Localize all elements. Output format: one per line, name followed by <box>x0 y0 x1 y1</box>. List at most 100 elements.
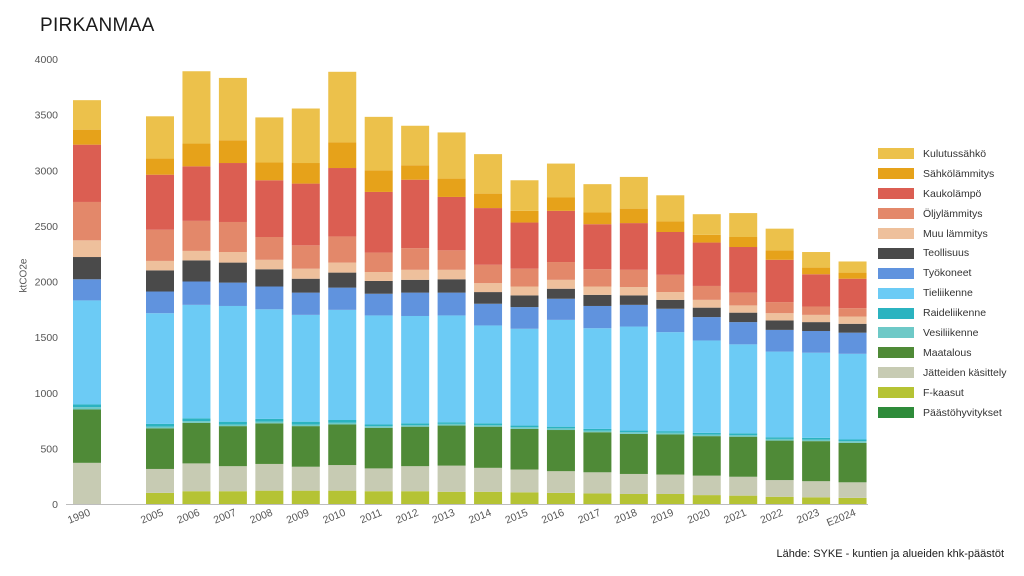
bar-segment <box>474 423 503 426</box>
y-axis: 0 500 1000 1500 2000 2500 3000 3500 4000 <box>35 54 59 511</box>
bar-segment <box>510 425 539 428</box>
bar-segment <box>692 242 721 286</box>
bar-segment <box>583 472 612 494</box>
bar-segment <box>401 466 430 492</box>
bar-segment <box>328 142 357 169</box>
bar-segment <box>510 307 539 329</box>
bar-segment <box>146 174 174 230</box>
bar-segment <box>291 108 320 164</box>
bar-segment <box>656 274 685 293</box>
bar-segment <box>401 248 430 270</box>
legend-item: Päästöhyvitykset <box>878 403 1018 423</box>
bar-stack <box>474 154 503 504</box>
bar-stack <box>765 228 794 504</box>
bar-segment <box>437 250 466 270</box>
bar-segment <box>255 418 284 422</box>
bar-segment <box>328 272 357 288</box>
bar-segment <box>328 309 357 421</box>
x-tick-label: 2018 <box>613 507 639 527</box>
bar-stack <box>218 77 247 504</box>
legend-label: Vesiliikenne <box>923 326 979 339</box>
bar-segment <box>583 430 612 433</box>
bar-segment <box>510 295 539 308</box>
bar-segment <box>182 143 211 167</box>
bar-segment <box>729 213 758 237</box>
bar-segment <box>218 421 247 425</box>
y-tick-label: 3000 <box>35 165 59 177</box>
bar-segment <box>510 286 539 296</box>
bar-segment <box>765 351 794 438</box>
bar-segment <box>838 261 867 273</box>
bar-segment <box>838 442 867 483</box>
bar-segment <box>437 315 466 423</box>
bar-segment <box>692 234 721 243</box>
bar-segment <box>838 353 867 440</box>
bar-segment <box>546 163 575 198</box>
legend-label: Tieliikenne <box>923 287 973 300</box>
x-tick-label: 2019 <box>649 507 675 527</box>
x-tick-label: 2015 <box>503 507 529 527</box>
bar-segment <box>291 163 320 184</box>
bar-segment <box>474 426 503 468</box>
y-tick-label: 2500 <box>35 221 59 233</box>
bar-segment <box>474 467 503 492</box>
x-tick-label: 2020 <box>686 507 712 527</box>
bar-segment <box>73 100 101 130</box>
bar-segment <box>729 322 758 345</box>
bar-segment <box>146 428 174 469</box>
y-tick-label: 0 <box>52 499 58 511</box>
bar-segment <box>182 491 211 504</box>
bar-segment <box>401 125 430 166</box>
bar-segment <box>291 245 320 269</box>
bar-segment <box>474 264 503 284</box>
bar-segment <box>583 294 612 306</box>
legend-swatch <box>878 267 914 279</box>
bar-segment <box>802 274 831 307</box>
bar-segment <box>656 299 685 309</box>
y-tick-label: 3500 <box>35 110 59 122</box>
bar-segment <box>546 262 575 280</box>
bar-segment <box>146 158 174 175</box>
legend-item: Muu lämmitys <box>878 224 1018 244</box>
bar-segment <box>255 117 284 163</box>
bar-segment <box>291 466 320 491</box>
bar-segment <box>802 314 831 323</box>
bar-segment <box>583 428 612 431</box>
bar-segment <box>656 221 685 232</box>
bar-segment <box>692 434 721 437</box>
bar-segment <box>182 71 211 144</box>
bar-segment <box>291 268 320 279</box>
bar-stack <box>656 195 685 504</box>
bar-segment <box>291 183 320 246</box>
bar-segment <box>364 252 393 273</box>
bar-stack <box>510 180 539 504</box>
bar-segment <box>437 292 466 316</box>
bar-segment <box>765 302 794 314</box>
bar-segment <box>546 471 575 493</box>
legend: Kulutussähkö Sähkölämmitys Kaukolämpö Öljyl… <box>878 144 1018 422</box>
legend-item: Työkoneet <box>878 263 1018 283</box>
bar-segment <box>182 260 211 282</box>
bar-segment <box>328 236 357 263</box>
legend-item: Maatalous <box>878 343 1018 363</box>
bar-segment <box>656 231 685 275</box>
bar-segment <box>729 312 758 323</box>
bar-segment <box>291 424 320 427</box>
bar-segment <box>437 178 466 197</box>
bar-segment <box>328 422 357 425</box>
bar-segment <box>218 305 247 422</box>
bar-segment <box>765 438 794 441</box>
bar-segment <box>838 482 867 498</box>
bar-segment <box>291 292 320 315</box>
bar-segment <box>182 418 211 422</box>
bar-segment <box>474 154 503 194</box>
bar-segment <box>619 493 648 504</box>
legend-swatch <box>878 188 914 200</box>
bar-segment <box>218 282 247 306</box>
bar-segment <box>656 434 685 475</box>
bar-segment <box>146 291 174 314</box>
bar-segment <box>182 281 211 305</box>
bar-segment <box>619 176 648 209</box>
bar-segment <box>838 316 867 324</box>
legend-item: F-kaasut <box>878 383 1018 403</box>
